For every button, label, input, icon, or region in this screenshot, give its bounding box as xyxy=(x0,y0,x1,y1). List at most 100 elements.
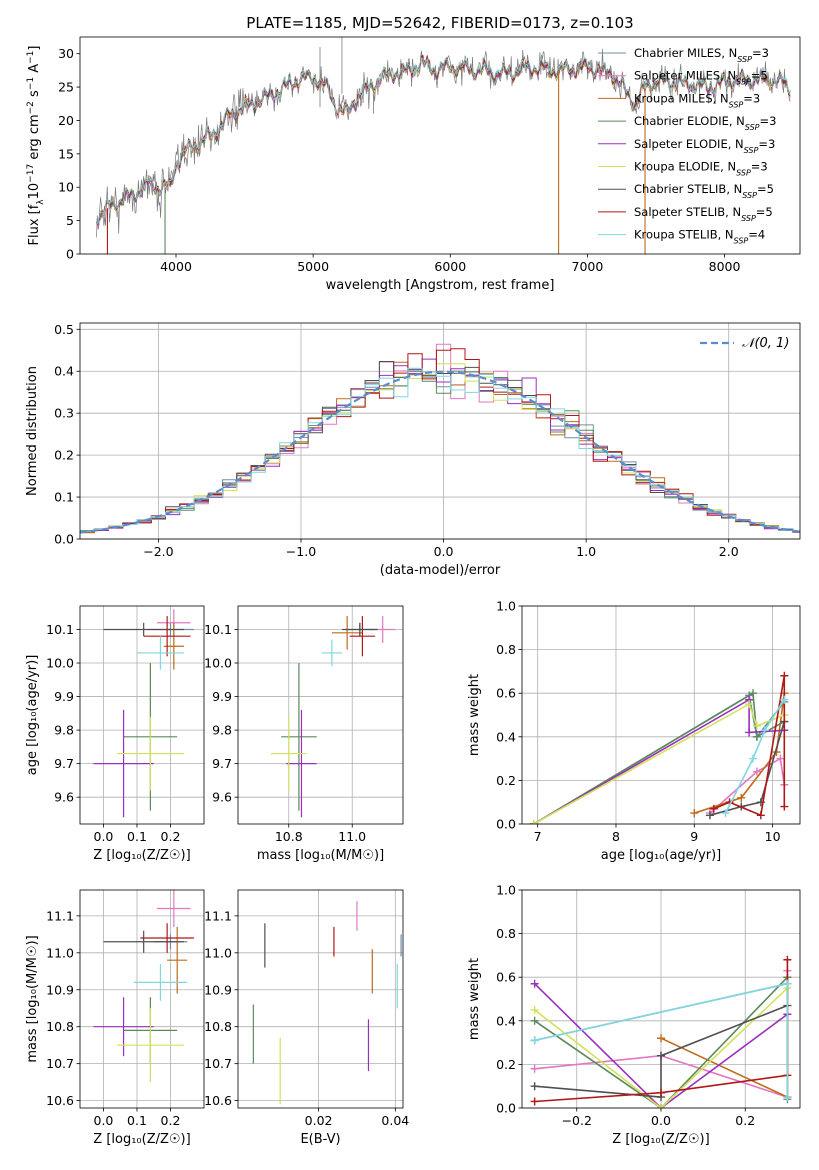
x-tick-label: 10 xyxy=(765,829,781,844)
y-tick-label: 10.1 xyxy=(204,622,232,637)
series-kroupa-stelib-marker xyxy=(783,1093,792,1102)
legend-label-tail: =3 xyxy=(760,114,777,128)
y-tick-label: 10.8 xyxy=(204,1019,232,1034)
x-tick-label: 2.0 xyxy=(719,544,739,559)
x-tick-label: 4000 xyxy=(160,259,192,274)
legend-label-tail: =5 xyxy=(757,182,774,196)
plot-area xyxy=(80,343,800,534)
legend-label-text: Kroupa ELODIE, N xyxy=(634,160,736,174)
residual-histogram-panel: −2.0 −1.0 0.0 1.0 2.0 0.0 0.1 0.2 0.3 0.4 0.5 (data… xyxy=(25,322,801,578)
y-tick-label: 1.0 xyxy=(496,599,516,614)
series-chabrier-elodie xyxy=(533,691,785,824)
legend-label-gaussian: 𝒩(0, 1) xyxy=(742,336,789,351)
y-tick-label: 0.6 xyxy=(496,686,516,701)
legend-label-tail: =5 xyxy=(751,69,768,83)
grid xyxy=(522,605,800,825)
spectrum-panel: 4000 5000 6000 7000 8000 0 5 10 15 20 25 30 waveleng… xyxy=(26,36,801,293)
y-tick-label: 0.6 xyxy=(496,970,516,985)
y-tick-label: 9.8 xyxy=(212,723,232,738)
plot-area xyxy=(96,37,791,254)
y-tick-label: 10.7 xyxy=(46,1056,74,1071)
y-tick-label: 0.8 xyxy=(496,926,516,941)
y-tick-label: 10.0 xyxy=(204,656,232,671)
series-kroupa-elodie-marker xyxy=(745,700,754,709)
y-tick-label: 10.0 xyxy=(46,656,74,671)
series-chabrier-stelib-marker xyxy=(705,811,714,820)
y-tick-label: 9.6 xyxy=(54,790,74,805)
plot-area xyxy=(529,671,789,824)
axes-frame xyxy=(79,36,801,255)
series-salpeter-stelib-marker xyxy=(756,811,765,820)
legend-label-text: Salpeter MILES, N xyxy=(634,69,736,83)
series-kroupa-elodie-marker xyxy=(657,1104,665,1108)
x-tick-label: 9 xyxy=(690,829,698,844)
y-tick-label: 11.1 xyxy=(46,908,74,923)
series-salpeter-miles-marker xyxy=(776,754,785,763)
y-axis-label-part: −2 xyxy=(26,101,36,114)
mass-weight-vs-age-panel: 7 8 9 10 0.0 0.2 0.4 0.6 0.8 1.0 age [log₁₀(age/yr… xyxy=(467,599,801,863)
axes-frame xyxy=(237,889,404,1109)
x-tick-label: 0.0 xyxy=(651,1113,671,1128)
y-axis-label-part: ] xyxy=(27,46,42,51)
y-tick-label: 0.4 xyxy=(54,364,74,379)
series-salpeter-stelib-marker xyxy=(709,804,718,813)
legend-label-subscript: SSP xyxy=(729,100,744,109)
plot-area xyxy=(252,901,402,1105)
y-tick-label: 0.3 xyxy=(54,406,74,421)
legend-label-text: Chabrier STELIB, N xyxy=(634,182,742,196)
age-vs-mass-panel: 10.8 11.0 9.6 9.7 9.8 9.9 10.0 10.1 mass [log₁₀(… xyxy=(204,605,404,863)
legend-label-tail: =5 xyxy=(756,205,773,219)
y-axis-label: mass weight xyxy=(467,958,482,1040)
series-kroupa-stelib-marker xyxy=(530,1036,539,1045)
legend-label-subscript: SSP xyxy=(737,55,752,64)
plot-area xyxy=(530,955,792,1108)
series-salpeter-miles-marker xyxy=(752,767,761,776)
y-tick-label: 0.2 xyxy=(496,773,516,788)
y-tick-label: 10.9 xyxy=(46,982,74,997)
series-chabrier-stelib xyxy=(709,721,786,817)
series-salpeter-miles-marker xyxy=(530,1064,539,1073)
x-tick-label: 7000 xyxy=(572,259,604,274)
y-tick-label: 9.9 xyxy=(212,689,232,704)
axes-frame xyxy=(79,322,801,540)
legend-label-text: Chabrier MILES, N xyxy=(634,46,737,60)
mass-weight-vs-metallicity-panel: −0.2 0.0 0.2 0.0 0.2 0.4 0.6 0.8 1.0 Z [log₁₀(Z/Z… xyxy=(467,883,801,1147)
y-axis-label-part: −1 xyxy=(26,51,36,64)
y-axis-label: Flux [fλ10−17 erg cm−2 s−1 A−1] xyxy=(26,46,46,246)
x-axis-label: Z [log₁₀(Z/Z☉)] xyxy=(93,848,190,863)
mass-vs-metallicity-panel: 0.0 0.1 0.2 10.6 10.7 10.8 10.9 11.0 11.1 Z [log₁… xyxy=(25,889,205,1147)
series-salpeter-stelib-marker xyxy=(783,955,792,964)
y-tick-label: 10.7 xyxy=(204,1056,232,1071)
x-tick-label: 0.0 xyxy=(94,1113,114,1128)
y-tick-label: 11.0 xyxy=(46,945,74,960)
series-chabrier-stelib-marker xyxy=(530,1082,539,1091)
x-tick-label: 0.04 xyxy=(381,1113,409,1128)
legend-label-subscript: SSP xyxy=(744,145,759,154)
series-kroupa-elodie xyxy=(534,987,788,1108)
figure-title: PLATE=1185, MJD=52642, FIBERID=0173, z=0… xyxy=(246,14,633,32)
legend-label-tail: =4 xyxy=(748,228,765,242)
series-salpeter-stelib-marker xyxy=(780,802,789,811)
legend-label-tail: =3 xyxy=(752,46,769,60)
x-axis-label: Z [log₁₀(Z/Z☉)] xyxy=(612,1132,709,1147)
model-kroupa-stelib-spectrum xyxy=(96,57,791,224)
legend-label-salpeter-miles: Salpeter MILES, NSSP=5 xyxy=(634,69,768,87)
legend-label-text: Kroupa STELIB, N xyxy=(634,228,734,242)
y-tick-label: 0.0 xyxy=(496,1101,516,1116)
axes-frame xyxy=(79,605,205,825)
grid xyxy=(238,890,403,1108)
y-axis-label-part: λ xyxy=(36,199,46,205)
legend-label-subscript: SSP xyxy=(742,191,757,200)
legend-label-tail: =3 xyxy=(758,137,775,151)
legend-label-text: Chabrier ELODIE, N xyxy=(634,114,745,128)
series-chabrier-elodie-marker xyxy=(749,689,758,698)
series-salpeter-elodie xyxy=(534,983,788,1108)
axes-frame xyxy=(237,605,404,825)
series-chabrier-elodie xyxy=(534,976,788,1108)
x-tick-label: −0.2 xyxy=(562,1113,592,1128)
legend-label-tail: =3 xyxy=(751,160,768,174)
y-axis-label-part: −1 xyxy=(26,77,36,90)
y-tick-label: 0.8 xyxy=(496,642,516,657)
series-chabrier-elodie-marker xyxy=(752,732,761,741)
